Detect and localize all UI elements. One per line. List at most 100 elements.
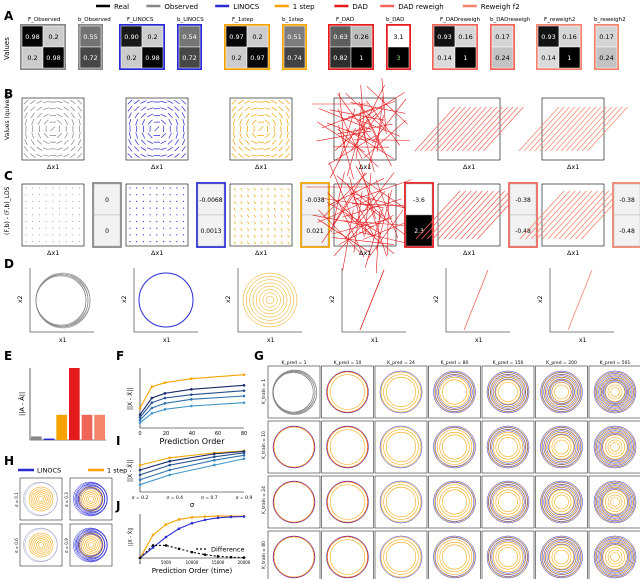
row-d-ylabel-5: x2 xyxy=(537,295,544,303)
row-d-trajectories: x1 x2 x1 x2 x1 x2 x1 x2 x1 x2 x1 x2 xyxy=(17,268,614,344)
row-c-dot-1-3 xyxy=(32,207,34,209)
panel-g-ring-red xyxy=(273,536,315,578)
row-c-arrow-2-3 xyxy=(247,207,250,211)
panel-f-point-3-3 xyxy=(190,398,193,401)
panel-g-row-title-1: K_train = 10 xyxy=(261,431,267,459)
row-c-arrow-6 xyxy=(553,190,598,240)
panel-j-point-2-7 xyxy=(229,555,233,559)
panel-j-point-2-4 xyxy=(190,550,194,554)
panel-g-row-title-2: K_train = 24 xyxy=(261,486,267,514)
row-b-arrow-2-6-2 xyxy=(271,112,277,118)
row-b-arrow-1-7-8 xyxy=(174,153,180,158)
panel-letter-i: I xyxy=(116,434,120,448)
panel-g-ring-orange-0 xyxy=(594,481,636,523)
panel-g-row-title-0: K_train = 1 xyxy=(261,379,267,404)
row-c-bias-cell-3-0 xyxy=(405,183,433,216)
row-b-arrow-2-2-6 xyxy=(244,139,250,145)
row-c-dot-5-4 xyxy=(162,214,165,216)
panel-g-col-title-1: K_pred = 10 xyxy=(334,360,362,366)
panel-g-cell-frame-0-2 xyxy=(374,365,428,419)
panel-g-col-title-5: K_pred = 200 xyxy=(546,360,577,366)
row-b-xlabel-4: Δx1 xyxy=(463,163,475,171)
row-c-dot-0-0 xyxy=(25,187,27,189)
row-c-dot-0-8 xyxy=(25,241,27,243)
row-b-arrow-0-7-7 xyxy=(70,146,76,152)
row-b-arrow-0-0-3 xyxy=(24,118,28,126)
panel-g-ring-orange-3 xyxy=(549,489,574,515)
panel-j-line-chart: 0 5000 10000 15000 20000 Prediction Order (ti… xyxy=(127,514,251,575)
panel-f-point-1-1 xyxy=(150,396,154,400)
panel-j-point-2-6 xyxy=(216,555,220,558)
panel-g-col-title-6: K_pred = 501 xyxy=(600,360,631,366)
row-c-arrow-6-4 xyxy=(273,214,277,218)
panel-f-xtick-4: 80 xyxy=(241,431,247,437)
panel-h-ring-orange-4 xyxy=(36,494,46,504)
panel-e-bar-chart: ||A - Â|| xyxy=(17,368,106,441)
row-c-dot-8-3 xyxy=(79,207,81,209)
panel-h-grid: LINOCS 1 step σ = 0.1 σ = 0.3 σ = 0.6 σ = 0.9 xyxy=(14,467,127,567)
panel-h-ring-orange-2 xyxy=(32,490,50,508)
panel-g-ring-blue-5 xyxy=(548,543,575,571)
panel-letter-f: F xyxy=(116,349,124,363)
panel-i-point-4-1 xyxy=(168,473,172,477)
row-c-dot-6-2 xyxy=(65,200,67,202)
panel-g-ring-orange-5 xyxy=(607,494,623,510)
row-b-xlabel-3: Δx1 xyxy=(359,163,371,171)
row-d-ring-7 xyxy=(265,295,275,305)
row-c-arrow-3 xyxy=(536,190,582,240)
panel-g-cell-frame-0-0 xyxy=(267,365,321,419)
panel-f-point-1-2 xyxy=(163,392,167,395)
row-b-arrow-3-37 xyxy=(358,101,384,153)
panel-i-series-4 xyxy=(139,458,245,486)
row-a-bias-value-4-0: 0.17 xyxy=(495,33,509,41)
row-b-arrow-1-6-7 xyxy=(167,146,174,151)
row-b-arrow-0-1-8 xyxy=(29,153,36,158)
row-c-arrow-2 xyxy=(426,190,472,240)
row-c-field-2 xyxy=(233,187,290,245)
panel-f-point-4-4 xyxy=(242,401,246,404)
panel-g-ring-blue-0 xyxy=(486,425,530,469)
row-c-dot-4-8 xyxy=(52,241,54,243)
row-d-xlabel-5: x1 xyxy=(579,337,587,344)
panel-g-ring-orange-1 xyxy=(543,484,580,520)
row-c-dot-2-7 xyxy=(142,234,144,236)
panel-g-ring-orange-0 xyxy=(487,426,529,468)
panel-g-ring-blue-3 xyxy=(545,540,578,574)
panel-g-ring-blue-0 xyxy=(540,480,583,524)
row-c-arrow-5-4 xyxy=(267,214,270,218)
panel-g-ring-orange-4 xyxy=(605,382,625,402)
panel-g-ring-orange-0 xyxy=(487,371,529,413)
row-c-dot-6-8 xyxy=(169,241,171,243)
row-c-dot-5-3 xyxy=(59,207,60,209)
row-b-arrow-0-5-0 xyxy=(56,100,63,104)
row-a-matrix-value-2-3: 0.97 xyxy=(250,54,264,62)
row-c-dot-1-4 xyxy=(32,214,34,216)
row-c-field-0 xyxy=(25,187,81,243)
panel-j-point-2-0 xyxy=(138,556,142,560)
panel-g-ring-red xyxy=(273,426,315,468)
row-b-arrow-1-0-0 xyxy=(127,99,133,105)
panel-h-ring-orange-0 xyxy=(78,532,104,558)
row-b-arrow-4-0 xyxy=(414,106,456,152)
row-c-dot-1-0 xyxy=(32,187,34,189)
row-b-arrow-0-6-2 xyxy=(63,112,69,118)
panel-g-ring-orange-5 xyxy=(554,384,569,400)
row-b-arrow-1-8-2 xyxy=(181,112,186,119)
row-b-arrow-0-1-2 xyxy=(30,112,35,119)
row-b-arrow-1-2-1 xyxy=(140,106,147,111)
panel-f-point-4-1 xyxy=(150,412,154,415)
row-a-bias-value-0-1: 0.72 xyxy=(83,54,97,62)
panel-g-ring-blue-0 xyxy=(272,480,316,524)
row-a-matrix-value-5-2: 0.14 xyxy=(541,54,555,62)
panel-g-ring-orange-4 xyxy=(551,382,572,402)
panel-g-cell-frame-2-1 xyxy=(321,475,374,529)
row-a-matrix-value-5-3: 1 xyxy=(567,54,571,62)
row-b-arrow-1-0-6 xyxy=(128,139,132,146)
row-c-dot-7-2 xyxy=(72,200,74,202)
row-c-dot-0-2 xyxy=(129,200,131,202)
panel-g-ring-blue-2 xyxy=(543,373,580,411)
row-b-arrow-1-6-5 xyxy=(168,132,172,139)
row-c-dot-3-8 xyxy=(149,241,151,243)
row-c-dot-0-4 xyxy=(129,214,131,216)
panel-j-point-2-3 xyxy=(177,547,181,551)
